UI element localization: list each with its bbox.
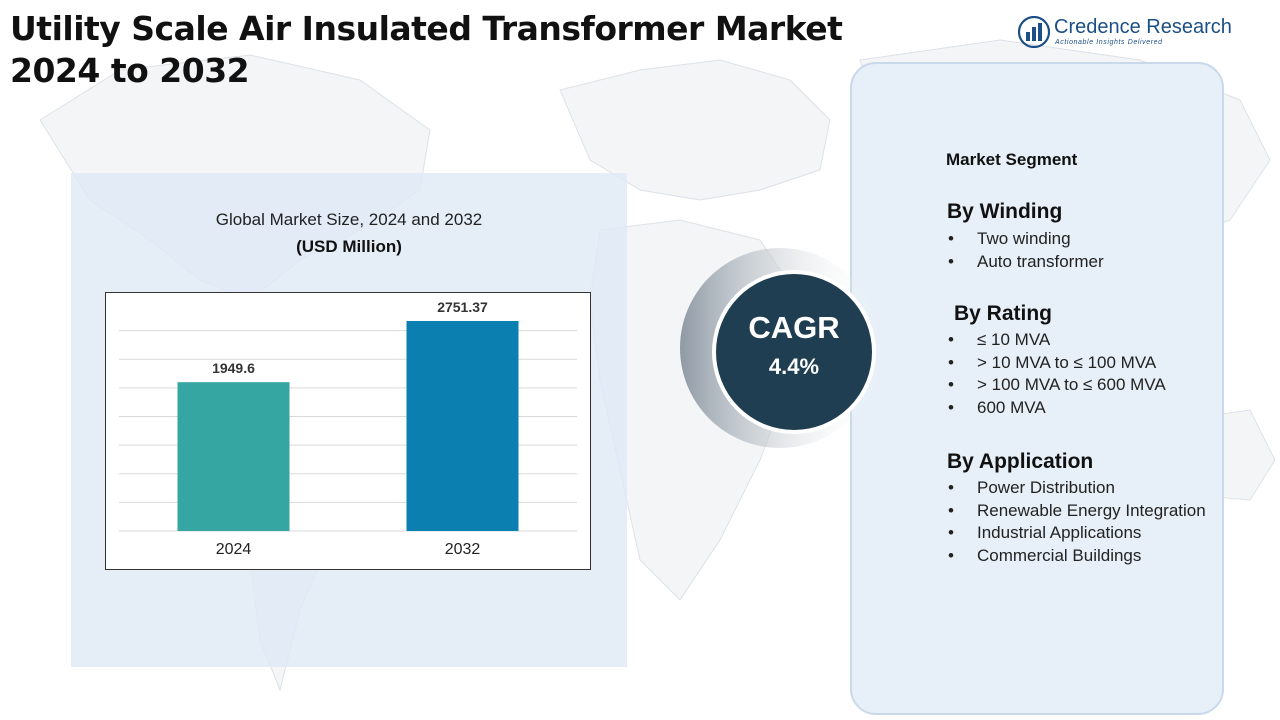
list-item: Auto transformer [947, 251, 1104, 274]
title-line-1: Utility Scale Air Insulated Transformer … [10, 9, 843, 48]
winding-list: Two winding Auto transformer [947, 228, 1104, 273]
logo-tagline: Actionable Insights Delivered [1055, 39, 1163, 46]
chart-title: Global Market Size, 2024 and 2032 [215, 210, 483, 229]
chart-subtitle: (USD Million) [296, 237, 402, 256]
list-item: 600 MVA [947, 397, 1166, 420]
bar-chart: 1949.6 2024 2751.37 2032 [105, 292, 591, 570]
list-item: > 100 MVA to ≤ 600 MVA [947, 374, 1166, 397]
cagr-badge: CAGR 4.4% [678, 246, 882, 450]
rating-list: ≤ 10 MVA > 10 MVA to ≤ 100 MVA > 100 MVA… [947, 329, 1166, 419]
page-title: Utility Scale Air Insulated Transformer … [10, 8, 843, 92]
group-title-rating: By Rating [954, 302, 1053, 325]
data-label-2032: 2751.37 [437, 299, 488, 315]
list-item: Commercial Buildings [947, 545, 1217, 568]
list-item: > 10 MVA to ≤ 100 MVA [947, 352, 1166, 375]
bar-2024 [177, 382, 290, 531]
list-item: ≤ 10 MVA [947, 329, 1166, 352]
credence-research-logo: Credence Research Actionable Insights De… [1018, 14, 1232, 50]
group-title-winding: By Winding [947, 200, 1063, 223]
market-segment-header: Market Segment [946, 150, 1078, 169]
list-item: Two winding [947, 228, 1104, 251]
title-line-2: 2024 to 2032 [10, 51, 250, 90]
list-item: Power Distribution [947, 477, 1217, 500]
application-list: Power Distribution Renewable Energy Inte… [947, 477, 1217, 567]
data-label-2024: 1949.6 [212, 360, 255, 376]
category-label-2024: 2024 [216, 541, 252, 558]
cagr-value: 4.4% [768, 354, 820, 379]
group-title-application: By Application [947, 450, 1094, 473]
bar-chart-logo-icon [1018, 16, 1050, 48]
category-label-2032: 2032 [445, 541, 481, 558]
cagr-circle: CAGR 4.4% [712, 270, 876, 434]
list-item: Renewable Energy Integration [947, 500, 1217, 523]
cagr-label: CAGR [748, 310, 840, 345]
bar-2032 [406, 320, 519, 531]
logo-name: Credence Research [1054, 16, 1232, 38]
list-item: Industrial Applications [947, 522, 1217, 545]
